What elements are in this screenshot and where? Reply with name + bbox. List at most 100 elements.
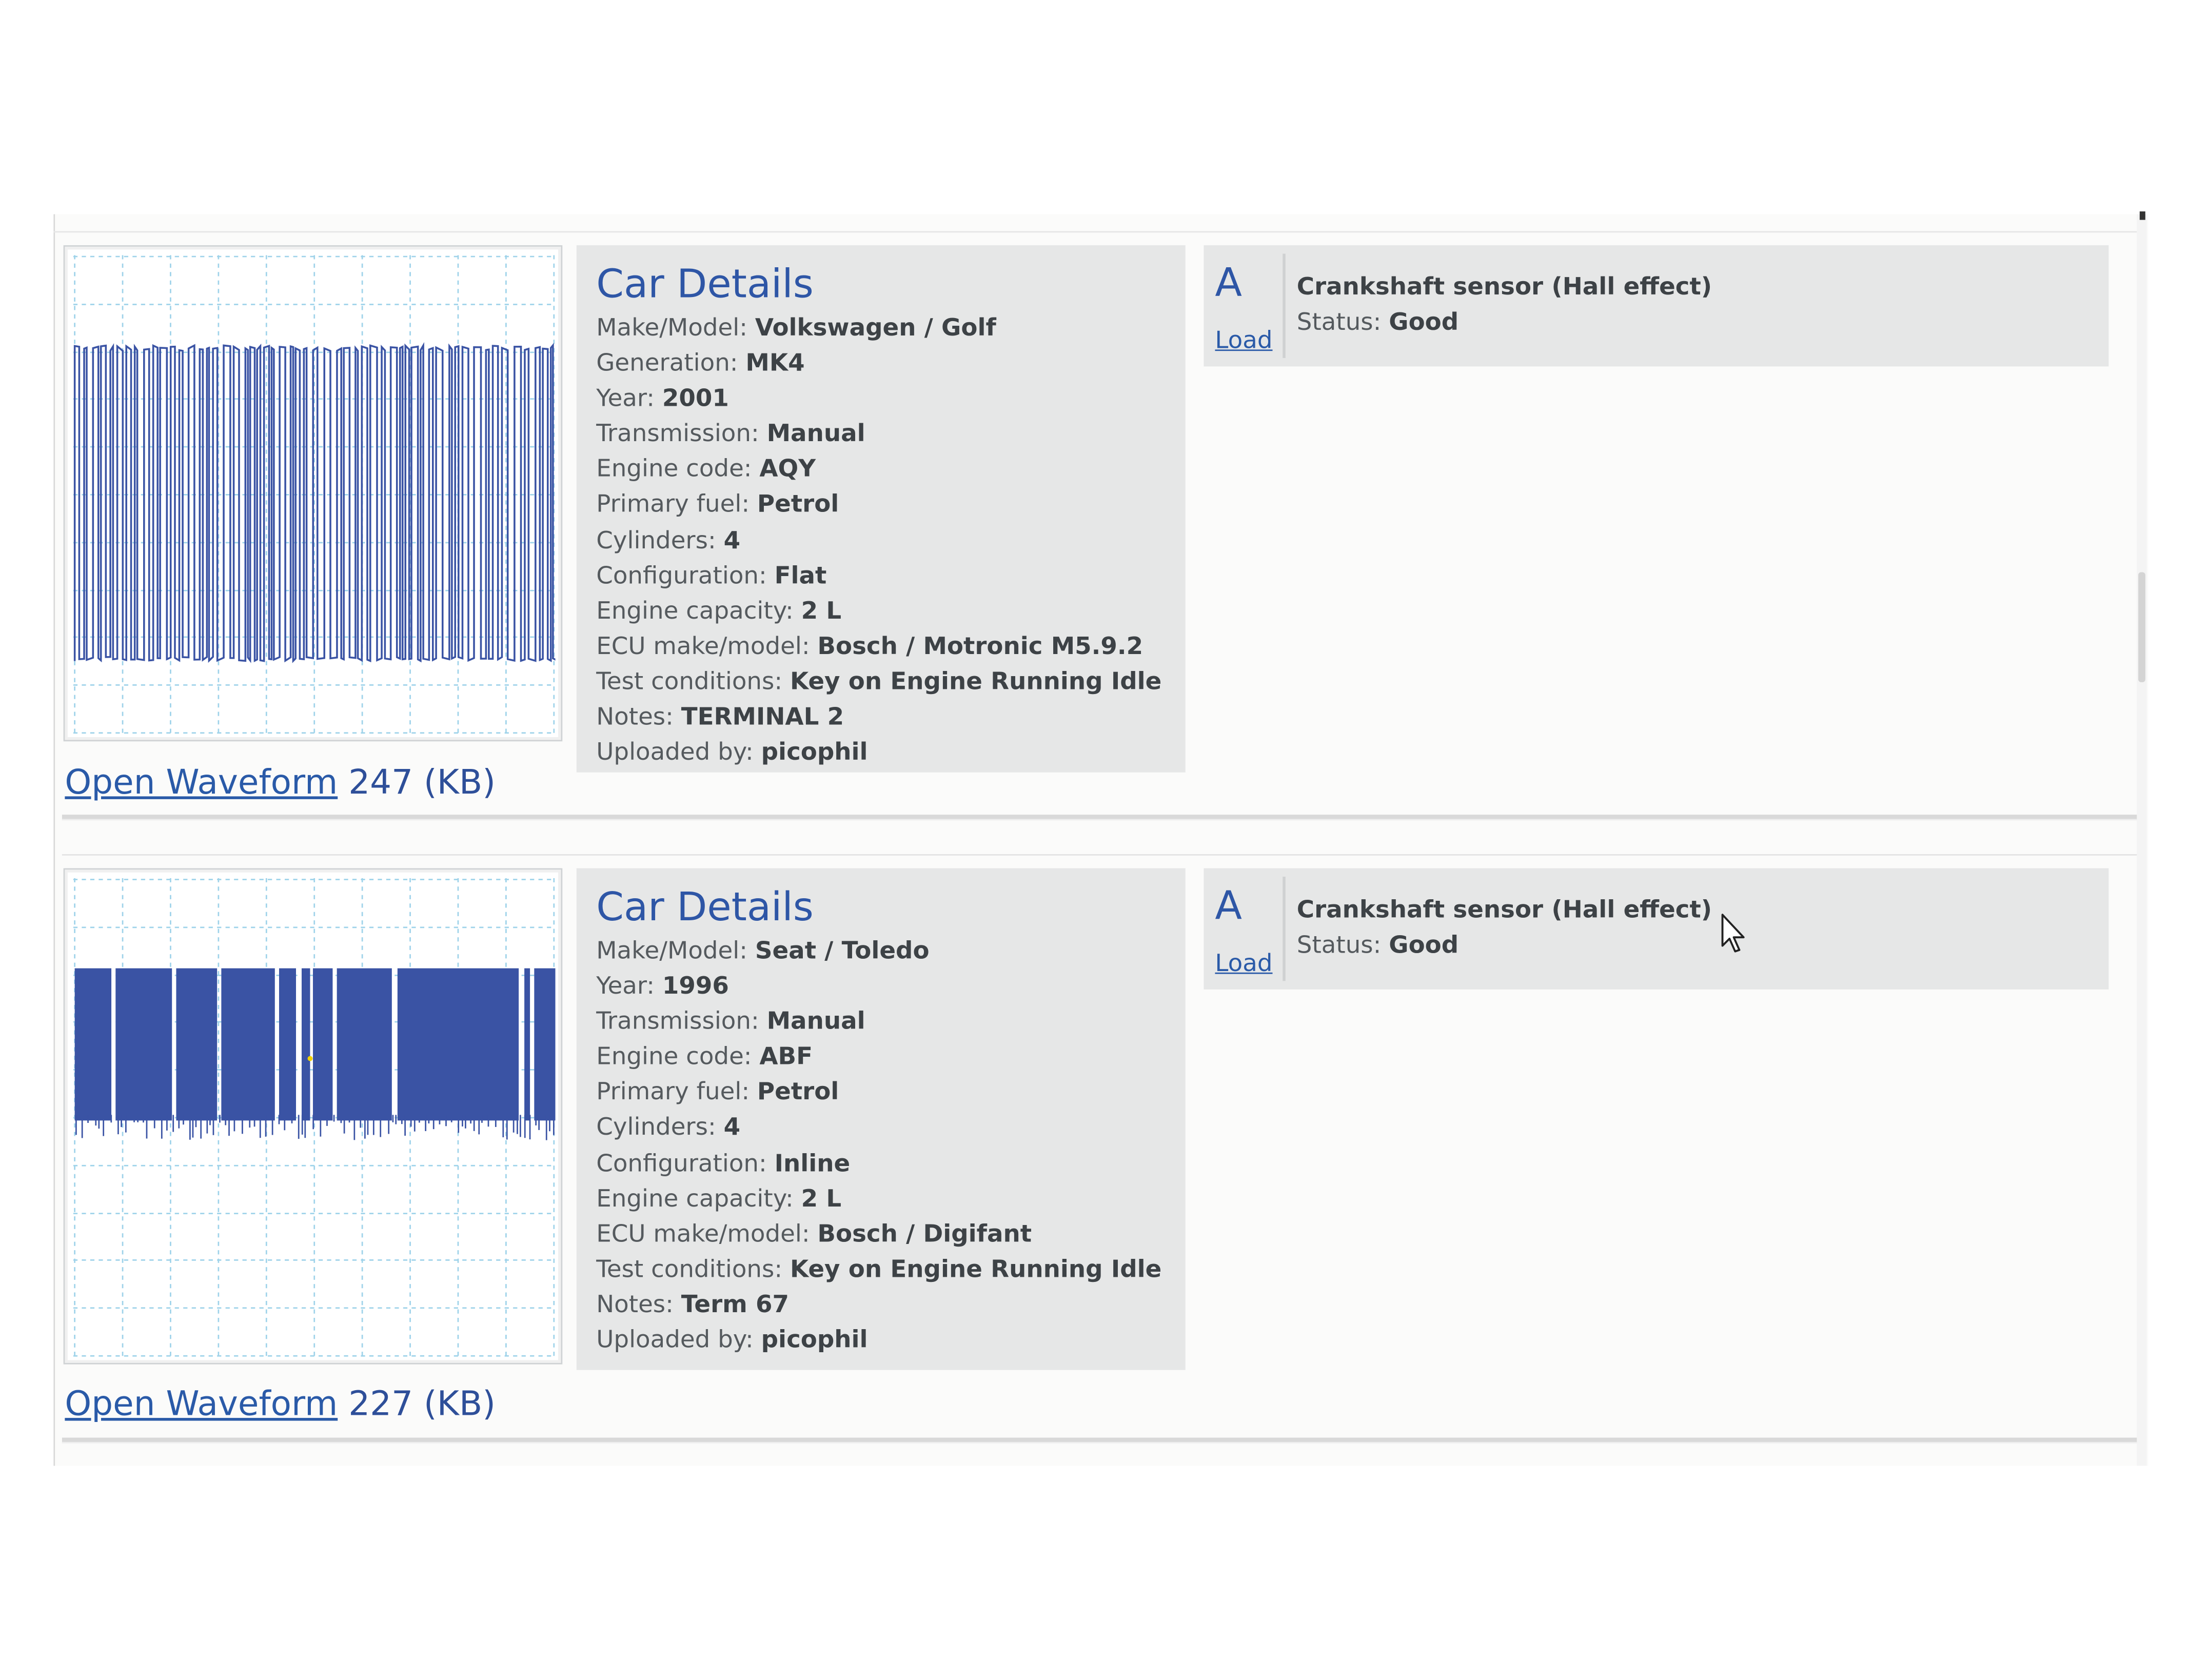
detail-value: 2 L [801, 1184, 842, 1213]
file-size: 227 (KB) [348, 1384, 496, 1424]
load-link[interactable]: Load [1215, 950, 1273, 978]
scrollbar-thumb[interactable] [2138, 572, 2145, 682]
detail-label: Engine code: [596, 1043, 760, 1072]
detail-label: Engine code: [596, 456, 760, 484]
open-waveform-row: Open Waveform 247 (KB) [65, 762, 496, 802]
detail-row: Cylinders: 4 [596, 524, 1185, 559]
detail-row: Engine capacity: 2 L [596, 1182, 1185, 1217]
detail-row: Primary fuel: Petrol [596, 488, 1185, 524]
detail-label: Uploaded by: [596, 1326, 761, 1355]
detail-row: ECU make/model: Bosch / Digifant [596, 1217, 1185, 1253]
detail-value: Flat [774, 562, 827, 590]
car-details-title: Car Details [596, 261, 814, 307]
detail-label: Transmission: [596, 420, 767, 449]
channel-letter: A [1215, 259, 1243, 306]
detail-label: Transmission: [596, 1008, 767, 1037]
status-label: Status: [1296, 932, 1389, 960]
mouse-pointer-icon [1721, 914, 1745, 953]
detail-value: AQY [759, 456, 816, 484]
detail-label: Primary fuel: [596, 1078, 757, 1107]
status-label: Status: [1296, 308, 1389, 337]
detail-value: Term 67 [681, 1291, 790, 1319]
detail-row: Engine capacity: 2 L [596, 595, 1185, 630]
sensor-status: Status: Good [1297, 932, 1458, 960]
detail-row: Year: 2001 [596, 382, 1185, 418]
detail-label: Make/Model: [596, 314, 755, 343]
detail-value: 4 [723, 526, 741, 555]
car-details-list: Make/Model: Volkswagen / Golf Generation:… [596, 311, 1185, 771]
detail-value: 4 [723, 1114, 741, 1142]
car-details-title: Car Details [596, 883, 814, 931]
detail-value: Petrol [757, 1078, 839, 1107]
waveform-marker [307, 1056, 313, 1061]
detail-row: Test conditions: Key on Engine Running I… [596, 665, 1185, 701]
detail-label: Uploaded by: [596, 739, 761, 767]
detail-label: ECU make/model: [596, 633, 818, 661]
detail-label: Notes: [596, 703, 681, 732]
sensor-name: Crankshaft sensor (Hall effect) [1296, 896, 1712, 925]
detail-label: Test conditions: [596, 1255, 790, 1284]
detail-value: picophil [761, 739, 868, 767]
detail-value: MK4 [745, 349, 805, 378]
detail-row: Configuration: Flat [596, 559, 1185, 595]
detail-row: Uploaded by: picophil [596, 736, 1185, 772]
sensor-status: Status: Good [1297, 309, 1458, 337]
scrollbar-track[interactable] [2137, 214, 2147, 1466]
channel-divider [1283, 877, 1286, 981]
detail-label: Engine capacity: [596, 597, 801, 626]
waveform-thumbnail[interactable] [63, 868, 563, 1365]
detail-value: Key on Engine Running Idle [790, 1255, 1162, 1284]
detail-row: Generation: MK4 [596, 347, 1185, 382]
waveform-grid [73, 255, 556, 735]
waveform-trace [74, 968, 556, 1140]
detail-row: Engine code: ABF [596, 1041, 1185, 1076]
waveform-trace [73, 342, 556, 663]
detail-value: Petrol [757, 491, 839, 520]
detail-label: Generation: [596, 349, 746, 378]
load-link[interactable]: Load [1215, 327, 1273, 355]
channel-panel: A Load Crankshaft sensor (Hall effect) S… [1204, 868, 2109, 990]
panel-top-border [53, 231, 2137, 233]
detail-row: Test conditions: Key on Engine Running I… [596, 1253, 1185, 1288]
detail-row: Make/Model: Volkswagen / Golf [596, 311, 1185, 347]
open-waveform-link[interactable]: Open Waveform [65, 1384, 338, 1424]
detail-row: Transmission: Manual [596, 418, 1185, 453]
detail-label: Make/Model: [596, 937, 755, 966]
channel-letter: A [1215, 882, 1243, 929]
open-waveform-link[interactable]: Open Waveform [65, 762, 338, 802]
detail-row: Year: 1996 [596, 970, 1185, 1005]
detail-value: ABF [759, 1043, 813, 1072]
detail-value: Manual [766, 1008, 865, 1037]
detail-label: Engine capacity: [596, 1184, 801, 1213]
status-value: Good [1389, 932, 1459, 960]
detail-value: Key on Engine Running Idle [790, 668, 1162, 697]
detail-value: TERMINAL 2 [681, 703, 844, 732]
detail-value: 1996 [662, 973, 729, 1001]
window-corner-mark [2139, 211, 2145, 220]
detail-label: Configuration: [596, 1149, 775, 1178]
detail-value: 2 L [801, 597, 842, 626]
car-details-list: Make/Model: Seat / Toledo Year: 1996 Trans… [596, 935, 1185, 1359]
detail-label: Year: [596, 385, 662, 413]
detail-row: Notes: Term 67 [596, 1288, 1185, 1323]
channel-panel: A Load Crankshaft sensor (Hall effect) S… [1204, 245, 2109, 367]
detail-label: Primary fuel: [596, 491, 757, 520]
detail-value: picophil [761, 1326, 868, 1355]
detail-row: Make/Model: Seat / Toledo [596, 935, 1185, 970]
waveform-thumbnail[interactable] [63, 245, 563, 742]
car-details-panel: Car Details Make/Model: Seat / Toledo Yea… [576, 868, 1186, 1370]
detail-label: Year: [596, 973, 662, 1001]
detail-label: Configuration: [596, 562, 775, 590]
detail-row: Notes: TERMINAL 2 [596, 701, 1185, 736]
detail-label: ECU make/model: [596, 1220, 818, 1249]
entry-separator [62, 815, 2137, 821]
detail-row: Transmission: Manual [596, 1005, 1185, 1041]
detail-label: Cylinders: [596, 526, 724, 555]
detail-row: ECU make/model: Bosch / Motronic M5.9.2 [596, 630, 1185, 665]
detail-value: Bosch / Motronic M5.9.2 [817, 633, 1143, 661]
entry-separator [62, 1437, 2137, 1444]
waveform-preview-chart [73, 878, 556, 1357]
detail-value: Bosch / Digifant [817, 1220, 1032, 1249]
detail-label: Cylinders: [596, 1114, 724, 1142]
